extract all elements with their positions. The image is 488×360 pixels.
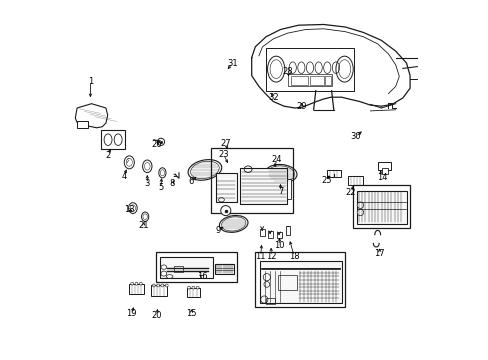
Bar <box>277 275 297 290</box>
Text: 27: 27 <box>220 139 231 148</box>
Circle shape <box>139 282 142 285</box>
Bar <box>215 173 236 202</box>
Bar <box>285 226 289 235</box>
Text: 9: 9 <box>216 226 221 235</box>
Bar <box>211 148 293 213</box>
Text: 10: 10 <box>273 241 284 250</box>
Bar <box>286 179 291 199</box>
Circle shape <box>165 284 168 287</box>
Text: 14: 14 <box>376 173 386 182</box>
Bar <box>77 121 88 128</box>
Text: 16: 16 <box>196 272 207 281</box>
Text: 29: 29 <box>296 102 307 111</box>
Text: 1: 1 <box>88 77 93 86</box>
Bar <box>268 231 272 238</box>
Circle shape <box>356 209 363 216</box>
Ellipse shape <box>128 203 137 213</box>
Bar <box>352 185 409 228</box>
Circle shape <box>152 284 155 287</box>
Bar <box>160 257 213 278</box>
Text: 11: 11 <box>255 252 265 261</box>
Text: 12: 12 <box>265 252 276 261</box>
Text: 26: 26 <box>151 140 161 149</box>
Bar <box>101 130 125 149</box>
Bar <box>255 252 344 307</box>
Circle shape <box>187 286 190 289</box>
Ellipse shape <box>142 160 152 173</box>
Bar <box>260 229 264 236</box>
Text: 5: 5 <box>158 184 163 193</box>
Text: 22: 22 <box>345 188 356 197</box>
Ellipse shape <box>161 265 166 269</box>
Text: 23: 23 <box>218 150 228 159</box>
Bar <box>325 76 330 85</box>
Bar <box>381 168 387 174</box>
Text: 4: 4 <box>121 172 126 181</box>
Circle shape <box>356 202 363 208</box>
Text: 24: 24 <box>271 155 282 163</box>
Text: 31: 31 <box>227 59 238 68</box>
Text: 28: 28 <box>282 67 292 76</box>
Text: 19: 19 <box>125 310 136 319</box>
Bar <box>186 266 193 270</box>
Bar <box>186 261 203 269</box>
Text: 18: 18 <box>288 252 299 261</box>
Circle shape <box>196 286 199 289</box>
Circle shape <box>135 282 138 285</box>
Bar <box>129 284 144 294</box>
Text: 17: 17 <box>374 249 385 258</box>
Bar <box>277 232 281 238</box>
Bar <box>174 266 183 272</box>
Circle shape <box>130 282 133 285</box>
Ellipse shape <box>159 168 166 178</box>
Circle shape <box>220 206 230 216</box>
Circle shape <box>192 286 194 289</box>
Ellipse shape <box>265 165 296 183</box>
Text: 3: 3 <box>144 179 150 188</box>
Bar <box>215 264 233 274</box>
Ellipse shape <box>161 271 166 276</box>
Text: 25: 25 <box>321 176 331 185</box>
Bar <box>265 48 354 91</box>
Bar <box>265 298 275 304</box>
Text: 15: 15 <box>185 310 196 319</box>
Bar <box>156 252 237 282</box>
Bar <box>356 191 406 224</box>
Text: 30: 30 <box>349 132 360 141</box>
Ellipse shape <box>219 216 247 232</box>
Text: 21: 21 <box>138 220 149 230</box>
Bar <box>326 170 340 177</box>
Ellipse shape <box>166 275 172 278</box>
Bar <box>259 261 341 303</box>
Circle shape <box>157 138 164 145</box>
Circle shape <box>156 284 159 287</box>
Bar <box>309 76 323 85</box>
Ellipse shape <box>188 159 221 180</box>
Bar <box>150 285 167 296</box>
Ellipse shape <box>124 156 134 169</box>
Text: 2: 2 <box>105 151 111 160</box>
Bar <box>377 162 390 170</box>
Circle shape <box>161 284 163 287</box>
Text: 8: 8 <box>169 179 175 188</box>
Bar <box>288 74 332 86</box>
Text: 32: 32 <box>268 94 279 103</box>
Polygon shape <box>75 104 107 128</box>
Text: 6: 6 <box>188 177 194 186</box>
Text: 13: 13 <box>124 205 134 214</box>
Bar <box>186 288 200 297</box>
Bar <box>240 168 286 204</box>
Ellipse shape <box>141 212 148 221</box>
Bar <box>347 176 362 185</box>
Text: 7: 7 <box>277 187 283 196</box>
Text: 20: 20 <box>151 310 162 320</box>
Bar <box>290 76 307 85</box>
